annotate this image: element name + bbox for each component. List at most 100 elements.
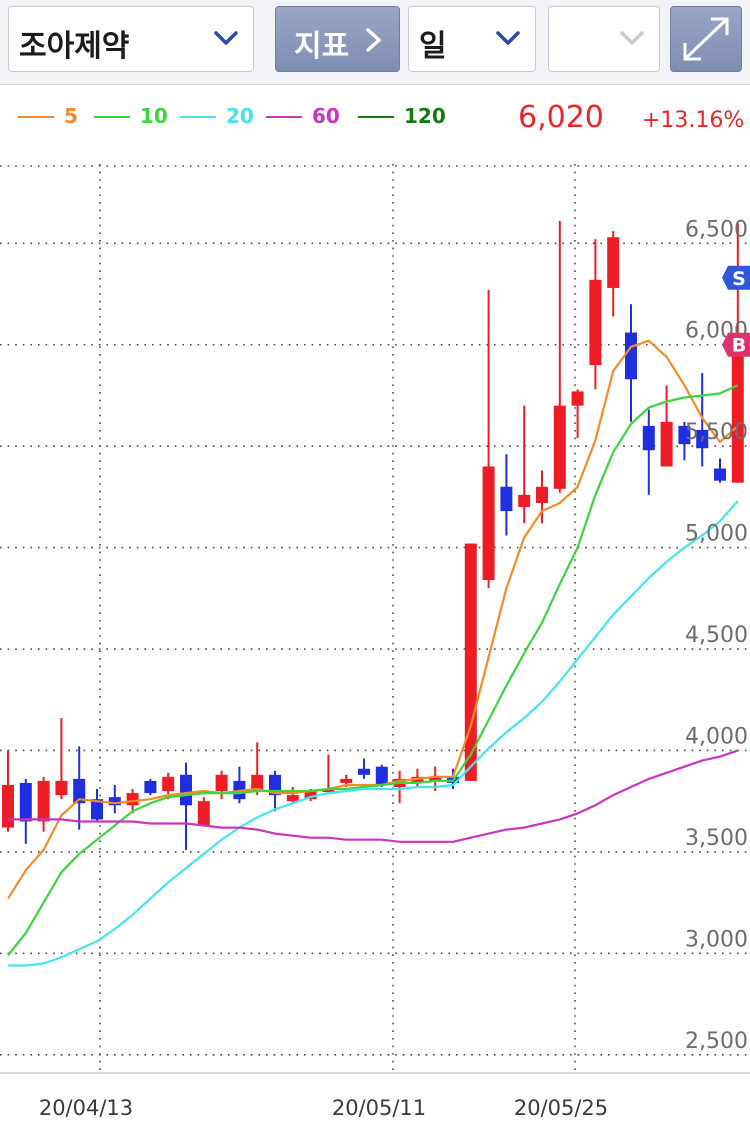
candle: [660, 385, 673, 467]
candle-body: [37, 780, 50, 822]
candle: [73, 746, 86, 830]
candle-body: [162, 776, 175, 792]
candle: [19, 778, 32, 844]
candlesticks: [2, 221, 744, 850]
candle-body: [571, 391, 584, 406]
candle-body: [536, 486, 548, 503]
badge-label: S: [732, 268, 746, 290]
candle-body: [55, 780, 68, 796]
buy-badge: B: [722, 332, 750, 357]
candle: [571, 389, 584, 439]
candle-body: [251, 774, 264, 792]
y-tick-label: 3,500: [685, 826, 748, 851]
y-tick-label: 5,000: [685, 522, 748, 547]
candle: [678, 421, 691, 461]
legend-swatch: [180, 116, 216, 118]
candle-body: [375, 766, 388, 785]
legend-swatch: [94, 116, 130, 118]
candle: [393, 770, 406, 804]
candle-body: [678, 425, 691, 445]
indicator-label: 지표: [294, 29, 350, 64]
candle: [108, 784, 121, 814]
chart-toolbar: 조아제약 지표 일: [0, 0, 750, 85]
candle-body: [464, 543, 477, 781]
legend-item-ma5: 5: [18, 104, 88, 130]
candle-body: [642, 425, 655, 451]
candle-body: [340, 778, 353, 783]
stock-name: 조아제약: [19, 29, 130, 64]
period-select[interactable]: 일: [408, 6, 536, 72]
candle: [2, 750, 14, 832]
sell-badge: S: [722, 265, 750, 290]
indicator-button[interactable]: 지표: [275, 6, 400, 72]
x-tick-label: 20/04/13: [39, 1096, 133, 1120]
candle-body: [144, 780, 157, 794]
candle: [500, 454, 513, 536]
candle-body: [304, 791, 317, 800]
trade-badges: SB: [722, 265, 750, 357]
price-chart[interactable]: 2,5003,0003,5004,0004,5005,0005,5006,000…: [0, 150, 750, 1139]
ma-legend: 5 10 20 60 120: [0, 92, 750, 142]
moving-averages: [7, 339, 739, 967]
candle: [553, 221, 566, 493]
legend-label: 5: [64, 104, 78, 128]
legend-label: 120: [404, 104, 446, 128]
candle: [464, 543, 477, 781]
legend-label: 20: [226, 104, 254, 128]
legend-item-ma10: 10: [94, 104, 174, 130]
legend-item-ma20: 20: [180, 104, 260, 130]
candle: [251, 742, 264, 796]
candle: [607, 231, 620, 317]
candle-body: [482, 466, 495, 581]
chevron-down-icon: [214, 31, 238, 45]
candle-body: [73, 778, 86, 804]
empty-select[interactable]: [548, 6, 660, 72]
chevron-down-icon: [496, 31, 520, 45]
stock-select[interactable]: 조아제약: [8, 6, 254, 72]
candle-body: [180, 774, 192, 806]
candle-body: [2, 784, 14, 828]
candle-body: [429, 776, 442, 781]
candle: [375, 764, 388, 787]
candle-body: [197, 801, 210, 826]
y-tick-label: 4,500: [685, 623, 748, 648]
expand-button[interactable]: [670, 6, 742, 72]
candle: [714, 458, 726, 483]
candle: [589, 239, 602, 390]
candle-body: [108, 797, 121, 806]
chevron-right-icon: [366, 28, 381, 52]
y-tick-label: 6,500: [685, 217, 748, 242]
legend-item-ma60: 60: [266, 104, 346, 130]
legend-label: 10: [140, 104, 168, 128]
ma-line-20: [8, 500, 739, 967]
badge-shape: [722, 332, 750, 357]
legend-swatch: [18, 116, 54, 118]
candle: [55, 718, 68, 800]
candle: [625, 304, 637, 422]
ma-line-60: [8, 749, 739, 843]
badge-label: B: [732, 335, 746, 357]
candle-body: [731, 340, 744, 483]
candle-body: [696, 429, 709, 449]
y-tick-label: 5,500: [685, 420, 748, 445]
candle: [37, 776, 50, 832]
candle-body: [19, 782, 32, 822]
chevron-down-icon: [620, 31, 644, 45]
legend-swatch: [358, 116, 394, 118]
chart-grid: [0, 164, 750, 1074]
candle: [642, 409, 655, 495]
legend-label: 60: [312, 104, 340, 128]
y-tick-label: 2,500: [685, 1029, 748, 1054]
candle: [180, 762, 192, 850]
badge-shape: [722, 265, 750, 290]
candle: [215, 770, 228, 800]
change-percent: +13.16%: [642, 108, 745, 133]
candle: [696, 373, 709, 467]
y-tick-label: 4,000: [685, 724, 748, 749]
candle-body: [660, 421, 673, 467]
candle-body: [500, 486, 513, 512]
diagonal-arrow-icon: [683, 17, 729, 61]
current-price: 6,020: [518, 100, 604, 135]
candle: [197, 797, 210, 826]
x-tick-label: 20/05/25: [514, 1096, 608, 1120]
